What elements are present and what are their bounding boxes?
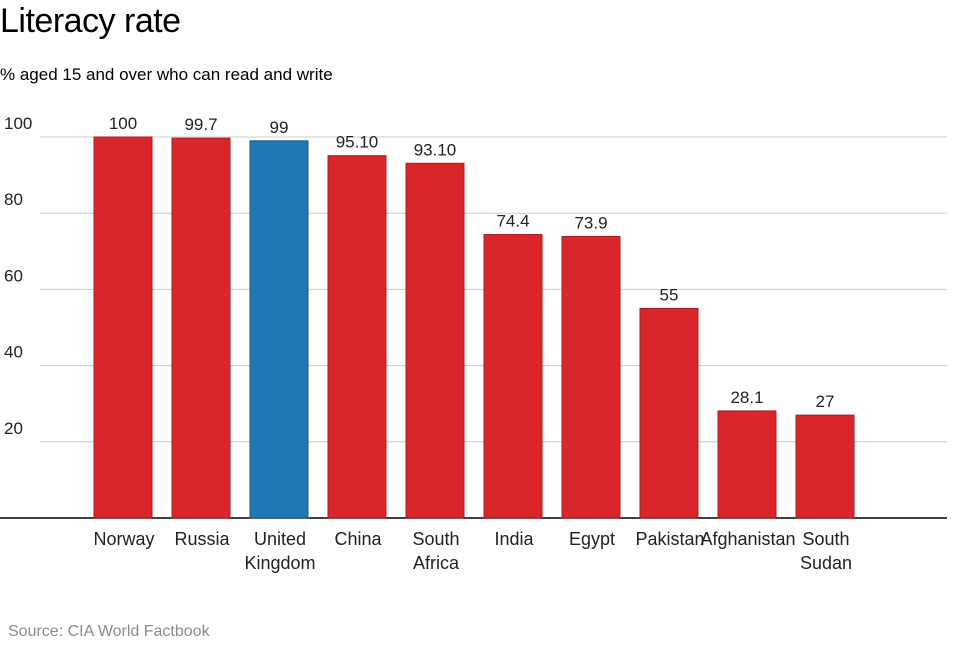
bar [327,155,387,519]
x-tick-label: Egypt [569,529,615,549]
bar [795,414,855,519]
bar [249,140,309,519]
data-label: 55 [660,285,679,304]
chart-source: Source: CIA World Factbook [8,623,210,640]
x-tick-label: United [254,529,306,549]
bar [405,162,465,519]
data-label: 100 [109,114,137,133]
x-tick-label: Russia [174,529,230,549]
data-label: 99.7 [184,115,217,134]
y-tick-label: 80 [4,190,23,209]
bar [93,136,153,519]
x-tick-label: Norway [93,529,154,549]
bar [483,234,543,519]
x-tick-label: Pakistan [635,529,704,549]
bar [171,137,231,519]
x-tick-label: South [412,529,459,549]
bar [561,235,621,519]
data-label: 28.1 [730,388,763,407]
bar [639,307,699,519]
bar [717,410,777,519]
x-tick-label: India [494,529,534,549]
y-tick-label: 60 [4,266,23,285]
x-tick-label: Afghanistan [700,529,795,549]
data-label: 95.10 [336,133,379,152]
labels: 20 40 60 80 100 100 Norway 99.7 Russia 99 United Ki… [4,114,852,573]
data-label: 93.10 [414,140,457,159]
data-label: 99 [270,118,289,137]
x-tick-label: Kingdom [244,553,315,573]
y-tick-label: 20 [4,419,23,438]
y-tick-label: 40 [4,343,23,362]
data-label: 74.4 [496,212,529,231]
x-tick-label: China [334,529,382,549]
x-tick-label: Sudan [800,553,852,573]
bars [93,136,855,519]
chart-title: Literacy rate [0,2,181,40]
data-label: 73.9 [574,213,607,232]
y-tick-label: 100 [4,114,32,133]
x-tick-label: South [802,529,849,549]
data-label: 27 [816,392,835,411]
x-tick-label: Africa [413,553,460,573]
chart-subtitle: % aged 15 and over who can read and writ… [0,65,333,84]
